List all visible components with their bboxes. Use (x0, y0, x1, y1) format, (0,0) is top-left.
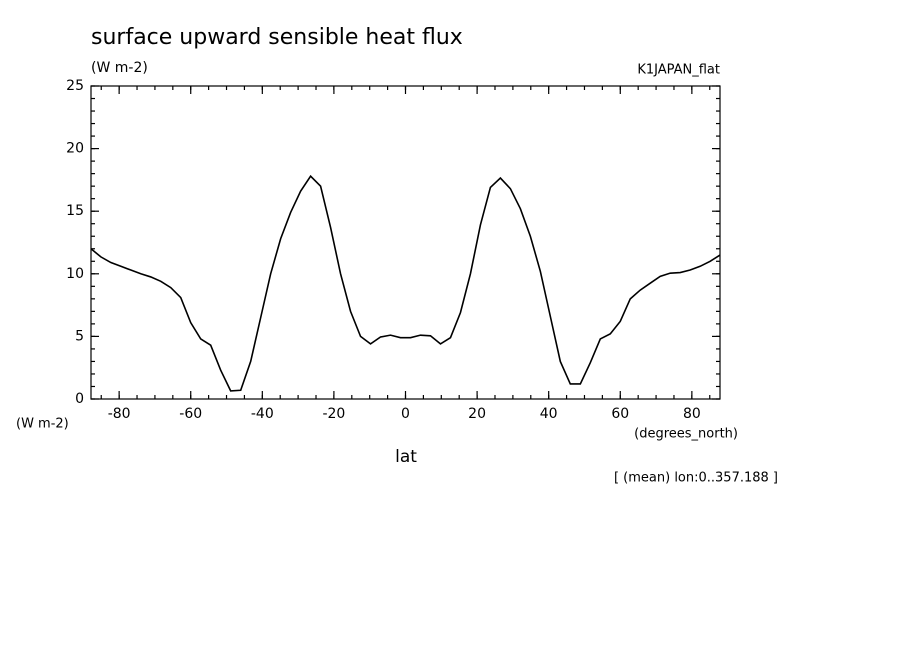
y-tick-label: 20 (66, 141, 84, 157)
y-tick-label: 25 (66, 78, 84, 94)
y-tick-label: 5 (75, 328, 84, 344)
x-tick-label: -40 (251, 406, 274, 422)
x-tick-label: 0 (401, 406, 410, 422)
subtitle: (W m-2) (91, 60, 148, 76)
x-tick-label: 60 (611, 406, 629, 422)
x-tick-label: -60 (179, 406, 202, 422)
y-tick-label: 0 (75, 391, 84, 407)
x-axis-unit: (degrees_north) (634, 427, 738, 442)
annotation: K1JAPAN_flat (637, 63, 720, 78)
y-tick-label: 10 (66, 266, 84, 282)
note: [ (mean) lon:0..357.188 ] (614, 471, 778, 486)
x-tick-label: 40 (540, 406, 558, 422)
x-tick-label: 80 (683, 406, 701, 422)
y-tick-label: 15 (66, 203, 84, 219)
y-axis-label: (W m-2) (16, 417, 69, 432)
x-tick-label: -20 (322, 406, 345, 422)
x-tick-label: -80 (108, 406, 131, 422)
x-axis-label: lat (395, 447, 417, 467)
chart-title: surface upward sensible heat flux (91, 25, 463, 50)
x-tick-label: 20 (468, 406, 486, 422)
data-line (90, 174, 721, 392)
